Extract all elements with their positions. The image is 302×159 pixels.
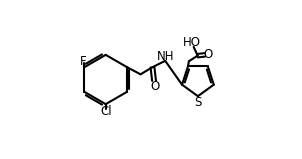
Text: F: F <box>80 55 87 68</box>
Text: S: S <box>194 96 202 109</box>
Text: HO: HO <box>183 36 201 49</box>
Text: Cl: Cl <box>101 105 112 118</box>
Text: O: O <box>151 80 160 93</box>
Text: O: O <box>203 48 213 61</box>
Text: NH: NH <box>157 50 175 62</box>
